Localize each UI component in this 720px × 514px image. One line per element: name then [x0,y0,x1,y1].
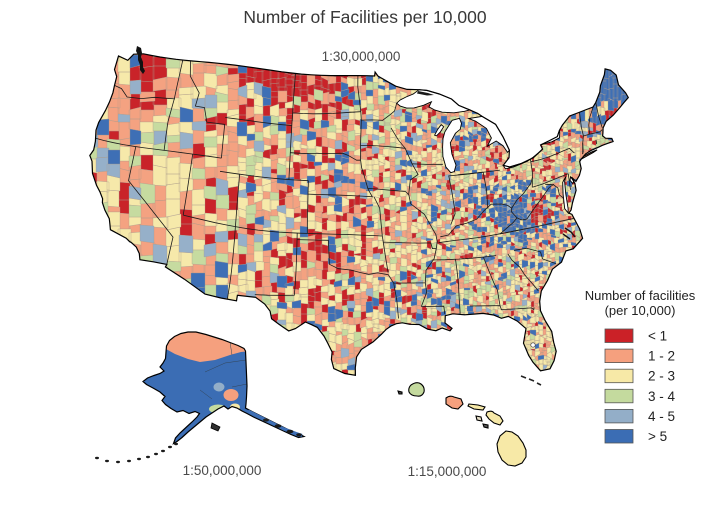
svg-text:1 - 2: 1 - 2 [648,349,675,364]
svg-text:1:30,000,000: 1:30,000,000 [322,49,401,64]
svg-text:> 5: > 5 [648,429,667,444]
svg-text:2 - 3: 2 - 3 [648,369,675,384]
svg-text:3 - 4: 3 - 4 [648,389,676,404]
svg-text:1:50,000,000: 1:50,000,000 [183,463,262,478]
svg-text:Number of Facilities per 10,00: Number of Facilities per 10,000 [243,7,486,27]
svg-text:< 1: < 1 [648,329,667,344]
svg-text:Number of facilities: Number of facilities [585,288,696,303]
svg-text:1:15,000,000: 1:15,000,000 [408,464,487,479]
svg-text:4 - 5: 4 - 5 [648,409,675,424]
svg-text:(per 10,000): (per 10,000) [605,303,676,318]
